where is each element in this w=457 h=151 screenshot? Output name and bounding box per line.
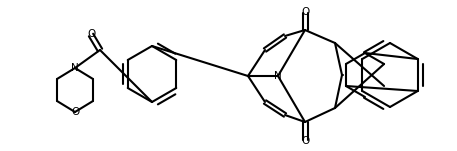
Text: O: O [71,107,79,117]
Text: N: N [274,71,282,81]
Text: O: O [301,7,309,17]
Text: N: N [71,63,79,73]
Text: O: O [301,136,309,146]
Text: O: O [87,29,95,39]
